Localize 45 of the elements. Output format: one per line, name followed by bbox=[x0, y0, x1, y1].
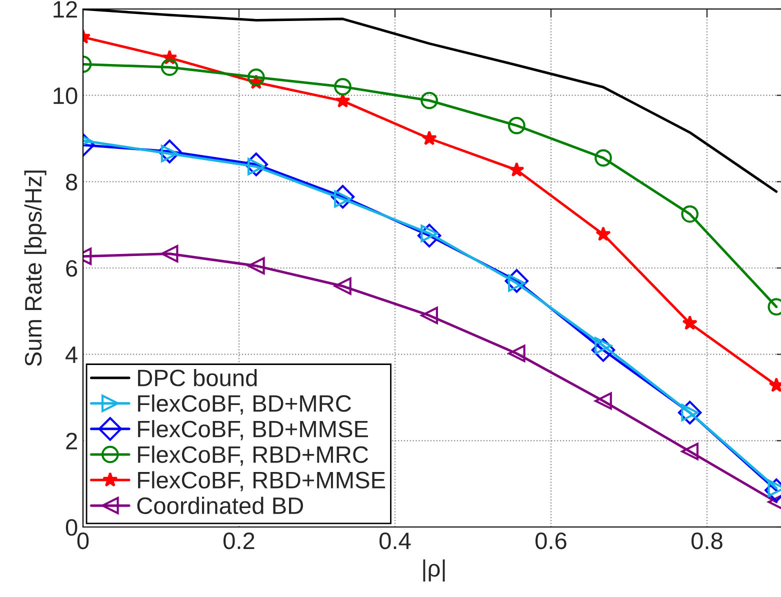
legend-label: FlexCoBF, RBD+MMSE bbox=[138, 471, 386, 492]
point bbox=[681, 442, 699, 460]
legend-label: Coordinated BD bbox=[137, 496, 303, 514]
y-tick-label: 10 bbox=[54, 87, 78, 104]
point bbox=[509, 162, 524, 177]
point bbox=[678, 400, 702, 424]
point bbox=[417, 224, 442, 248]
legend-label: FlexCoBF, BD+MMSE bbox=[138, 420, 368, 440]
point bbox=[160, 245, 178, 262]
point bbox=[334, 78, 352, 96]
y-tick-label: 12 bbox=[54, 1, 77, 18]
y-tick-label: 6 bbox=[66, 260, 78, 277]
point bbox=[330, 184, 355, 209]
point bbox=[508, 116, 526, 134]
point bbox=[682, 315, 698, 330]
point bbox=[594, 149, 612, 167]
y-axis-title: Sum Rate [bps/Hz] bbox=[24, 170, 46, 366]
point bbox=[420, 306, 438, 324]
y-tick-label: 0 bbox=[66, 519, 78, 536]
x-axis-title: |ρ| bbox=[423, 559, 445, 582]
x-tick-label: 0.6 bbox=[536, 532, 566, 550]
point bbox=[422, 130, 437, 146]
x-tick-label: 0.2 bbox=[224, 532, 254, 550]
point bbox=[420, 92, 438, 110]
y-tick-label: 8 bbox=[66, 174, 78, 190]
point bbox=[508, 344, 526, 362]
point bbox=[244, 152, 268, 176]
x-tick-label: 0 bbox=[77, 532, 89, 550]
point bbox=[681, 205, 699, 223]
point bbox=[158, 140, 182, 164]
legend-label: FlexCoBF, BD+MRC bbox=[138, 394, 352, 415]
y-tick-label: 2 bbox=[66, 432, 77, 450]
point bbox=[334, 277, 352, 295]
point bbox=[504, 269, 529, 293]
point bbox=[247, 68, 265, 86]
x-tick-label: 0.8 bbox=[692, 532, 722, 550]
legend-label: FlexCoBF, RBD+MRC bbox=[138, 446, 368, 466]
point bbox=[160, 58, 178, 76]
point bbox=[594, 392, 612, 410]
point bbox=[591, 338, 616, 362]
legend-label: DPC bound bbox=[138, 368, 257, 386]
point bbox=[247, 257, 265, 275]
y-tick-label: 4 bbox=[66, 346, 78, 363]
point bbox=[596, 226, 611, 241]
x-tick-label: 0.4 bbox=[380, 532, 411, 550]
